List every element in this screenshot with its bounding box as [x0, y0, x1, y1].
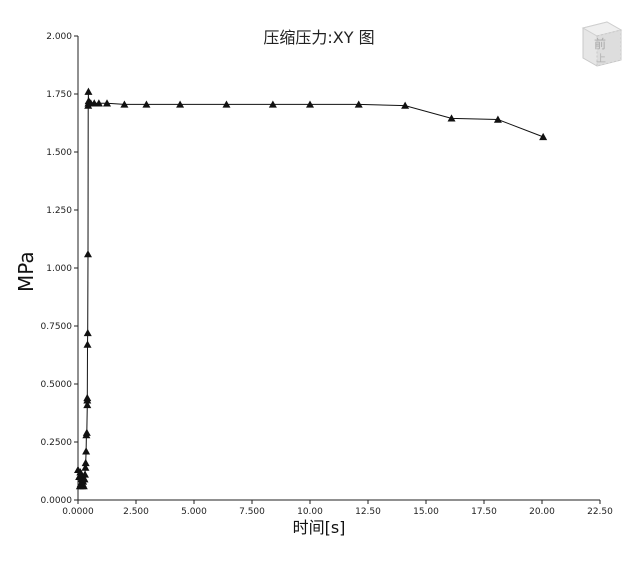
data-point-marker	[539, 132, 548, 141]
y-tick-label: 0.7500	[41, 322, 73, 332]
series-marks	[74, 87, 548, 490]
y-axis-label: MPa	[14, 251, 38, 292]
y-tick-label: 1.500	[46, 148, 72, 158]
data-point-marker	[176, 100, 185, 108]
x-tick-label: 22.50	[587, 507, 613, 517]
x-axis-label: 时间[s]	[292, 518, 346, 537]
data-point-marker	[80, 475, 89, 483]
y-tick-label: 1.250	[46, 206, 72, 216]
data-point-marker	[493, 115, 502, 123]
data-point-marker	[83, 340, 92, 348]
data-point-marker	[81, 458, 90, 467]
view-cube-icon[interactable]: 前 上	[577, 18, 625, 70]
watermark-glyph-bottom: 上	[596, 53, 606, 65]
y-tick-label: 0.2500	[41, 438, 73, 448]
data-point-marker	[84, 87, 93, 95]
data-point-marker	[81, 463, 90, 471]
series-line	[77, 91, 544, 487]
y-tick-label: 0.0000	[41, 496, 73, 506]
data-point-marker	[83, 400, 92, 409]
y-tick-label: 0.5000	[41, 380, 73, 390]
data-point-marker	[83, 328, 92, 337]
x-tick-label: 7.500	[239, 507, 265, 517]
data-point-marker	[120, 100, 129, 108]
data-point-marker	[83, 250, 92, 258]
data-point-marker	[94, 99, 103, 107]
watermark-glyph-top: 前	[594, 36, 606, 51]
x-tick-label: 12.50	[355, 507, 381, 517]
x-tick-label: 20.00	[529, 507, 555, 517]
x-tick-label: 15.00	[413, 507, 439, 517]
y-tick-label: 1.000	[46, 264, 72, 274]
data-point-marker	[401, 101, 410, 109]
data-point-marker	[306, 100, 314, 108]
data-point-marker	[83, 393, 92, 402]
data-point-marker	[222, 100, 231, 108]
y-tick-label: 2.000	[46, 32, 72, 42]
x-tick-label: 5.000	[181, 507, 207, 517]
data-point-marker	[103, 99, 111, 107]
x-tick-label: 17.50	[471, 507, 497, 517]
x-tick-label: 10.00	[297, 507, 323, 517]
data-point-marker	[142, 100, 151, 108]
x-tick-label: 0.0000	[62, 507, 94, 517]
data-point-marker	[80, 470, 89, 478]
data-point-marker	[82, 428, 91, 436]
data-point-marker	[447, 114, 456, 122]
y-tick-label: 1.750	[46, 90, 72, 100]
data-point-marker	[268, 100, 277, 108]
data-point-marker	[354, 100, 363, 108]
x-tick-label: 2.500	[123, 507, 149, 517]
axes: 0.0000 0.2500 0.5000 0.7500 1.000 1.250 1.500 1…	[41, 32, 614, 517]
data-point-marker	[82, 447, 91, 455]
data-point-marker	[79, 482, 88, 490]
chart-title: 压缩压力:XY 图	[263, 28, 375, 47]
